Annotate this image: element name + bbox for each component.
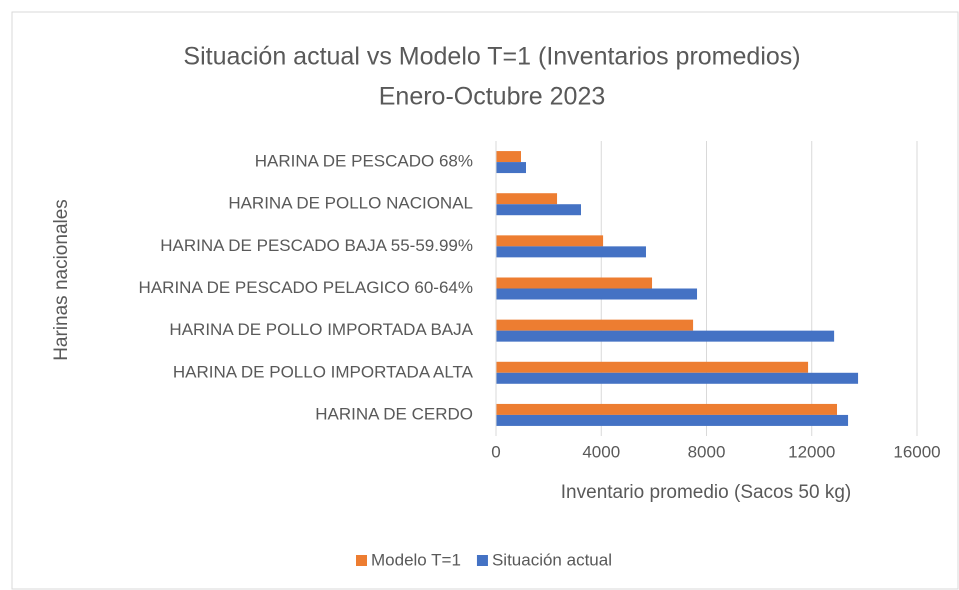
- bar: [496, 330, 835, 342]
- bar: [496, 162, 526, 174]
- bar: [496, 403, 838, 415]
- chart-title: Situación actual vs Modelo T=1 (Inventar…: [183, 43, 800, 71]
- legend-label: Modelo T=1: [371, 550, 461, 569]
- legend-label: Situación actual: [492, 550, 612, 569]
- y-tick-label: HARINA DE POLLO IMPORTADA BAJA: [169, 320, 473, 339]
- chart-subtitle: Enero-Octubre 2023: [379, 83, 606, 111]
- x-tick-label: 12000: [788, 442, 835, 461]
- bar: [496, 193, 558, 205]
- x-axis-label: Inventario promedio (Sacos 50 kg): [561, 482, 851, 503]
- chart-border: [11, 11, 959, 590]
- y-tick-label: HARINA DE POLLO NACIONAL: [228, 194, 473, 213]
- bar: [496, 414, 849, 426]
- bar: [496, 246, 646, 258]
- bar: [496, 361, 809, 373]
- y-tick-label: HARINA DE CERDO: [315, 404, 473, 423]
- bar: [496, 319, 694, 331]
- bar: [496, 204, 581, 216]
- y-axis-label: Harinas nacionales: [51, 199, 72, 361]
- legend-swatch: [356, 555, 367, 566]
- y-tick-label: HARINA DE PESCADO BAJA 55-59.99%: [160, 236, 473, 255]
- bar: [496, 235, 604, 247]
- bar: [496, 288, 698, 300]
- y-tick-label: HARINA DE PESCADO 68%: [255, 152, 473, 171]
- x-tick-label: 0: [491, 442, 500, 461]
- x-tick-label: 8000: [688, 442, 726, 461]
- bar: [496, 277, 653, 289]
- bar: [496, 151, 521, 163]
- bar: [496, 372, 859, 384]
- legend-swatch: [476, 555, 488, 566]
- y-tick-label: HARINA DE POLLO IMPORTADA ALTA: [173, 362, 474, 381]
- y-tick-label: HARINA DE PESCADO PELAGICO 60-64%: [139, 278, 473, 297]
- x-tick-label: 16000: [893, 442, 940, 461]
- x-tick-label: 4000: [582, 442, 620, 461]
